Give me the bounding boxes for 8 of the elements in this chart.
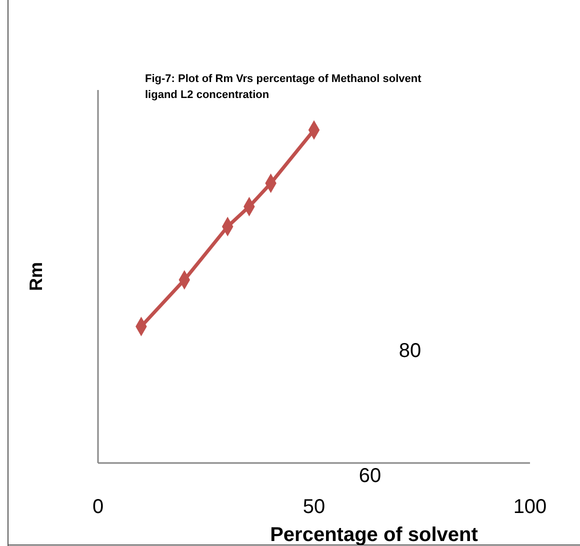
x-tick-label: 0 [92, 496, 104, 518]
text: 60 [358, 465, 382, 487]
x-tick-label: 100 [513, 496, 547, 518]
chart-title: Fig-7: Plot of Rm Vrs percentage of Methanol solvent ligand L2 concentration [145, 73, 422, 101]
x-axis-title: Percentage of solvent [270, 524, 478, 546]
x-tick-label: 50 [302, 496, 326, 518]
annotation: 80 [398, 340, 422, 362]
y-axis-title: Rm [26, 262, 46, 292]
